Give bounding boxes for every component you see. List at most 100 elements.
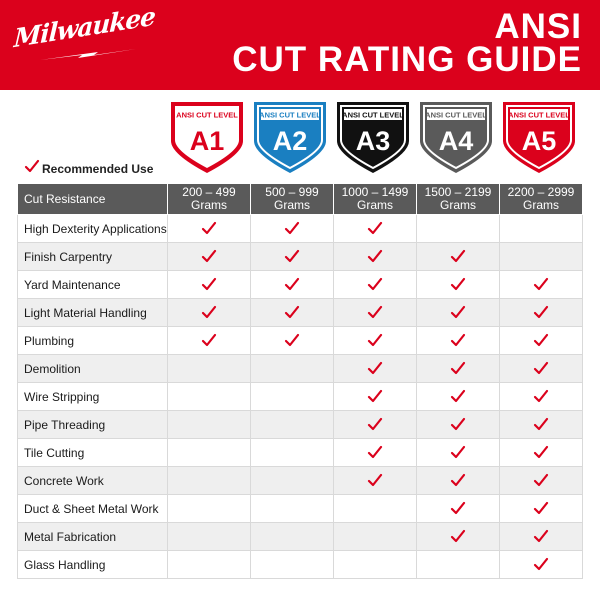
check-icon bbox=[533, 445, 549, 458]
mark-cell bbox=[333, 522, 417, 551]
shield-icon: ANSI CUT LEVEL A3 bbox=[337, 102, 409, 173]
check-icon bbox=[533, 501, 549, 514]
range-unit: Grams bbox=[523, 198, 559, 212]
check-icon bbox=[284, 333, 300, 346]
application-label: Finish Carpentry bbox=[17, 242, 168, 271]
mark-cell bbox=[333, 326, 417, 355]
lightning-bolt-icon bbox=[40, 49, 136, 60]
check-icon bbox=[367, 333, 383, 346]
check-icon bbox=[533, 305, 549, 318]
range-grams-value: 500 – 999 bbox=[265, 185, 319, 199]
header-cut-resistance: Cut Resistance bbox=[17, 183, 168, 215]
page-title-line1: ANSI bbox=[494, 7, 582, 46]
mark-cell bbox=[416, 438, 500, 467]
cut-level-badge-a2: ANSI CUT LEVEL A2 bbox=[251, 99, 329, 175]
mark-cell bbox=[250, 326, 334, 355]
table-row: Yard Maintenance bbox=[17, 270, 583, 299]
check-icon bbox=[450, 473, 466, 486]
mark-cell bbox=[250, 214, 334, 243]
badge-level-code: A5 bbox=[522, 126, 557, 156]
mark-cell bbox=[250, 494, 334, 523]
shield-icon: ANSI CUT LEVEL A1 bbox=[171, 102, 243, 173]
check-icon bbox=[24, 159, 40, 173]
mark-cell bbox=[167, 326, 251, 355]
range-unit: Grams bbox=[357, 198, 393, 212]
mark-cell bbox=[167, 466, 251, 495]
check-icon bbox=[450, 445, 466, 458]
badge-level-code: A3 bbox=[356, 126, 391, 156]
milwaukee-logo: Milwaukee bbox=[13, 1, 156, 70]
check-icon bbox=[284, 305, 300, 318]
badge-caption: ANSI CUT LEVEL bbox=[508, 111, 570, 120]
mark-cell bbox=[250, 354, 334, 383]
range-unit: Grams bbox=[274, 198, 310, 212]
mark-cell bbox=[499, 550, 583, 579]
badge-level-code: A4 bbox=[439, 126, 474, 156]
application-label: Tile Cutting bbox=[17, 438, 168, 467]
mark-cell bbox=[250, 410, 334, 439]
range-unit: Grams bbox=[440, 198, 476, 212]
mark-cell bbox=[499, 522, 583, 551]
header-banner: Milwaukee ANSI CUT RATING GUIDE bbox=[0, 0, 600, 90]
check-icon bbox=[533, 473, 549, 486]
check-icon bbox=[450, 305, 466, 318]
mark-cell bbox=[167, 410, 251, 439]
range-grams-value: 200 – 499 bbox=[182, 185, 236, 199]
header-range-1: 200 – 499 Grams bbox=[167, 183, 251, 215]
header-range-2: 500 – 999 Grams bbox=[250, 183, 334, 215]
badge-caption: ANSI CUT LEVEL bbox=[342, 111, 404, 120]
mark-cell bbox=[333, 466, 417, 495]
check-icon bbox=[367, 417, 383, 430]
mark-cell bbox=[416, 270, 500, 299]
check-icon bbox=[533, 333, 549, 346]
mark-cell bbox=[416, 550, 500, 579]
check-icon bbox=[533, 277, 549, 290]
mark-cell bbox=[250, 438, 334, 467]
mark-cell bbox=[167, 382, 251, 411]
cut-level-badge-a3: ANSI CUT LEVEL A3 bbox=[334, 99, 412, 175]
mark-cell bbox=[333, 494, 417, 523]
mark-cell bbox=[167, 214, 251, 243]
table-row: Wire Stripping bbox=[17, 382, 583, 411]
check-icon bbox=[533, 417, 549, 430]
mark-cell bbox=[250, 242, 334, 271]
check-icon bbox=[367, 445, 383, 458]
check-icon bbox=[450, 249, 466, 262]
application-label: Glass Handling bbox=[17, 550, 168, 579]
mark-cell bbox=[499, 354, 583, 383]
mark-cell bbox=[499, 494, 583, 523]
check-icon bbox=[533, 361, 549, 374]
check-icon bbox=[450, 501, 466, 514]
table-row: High Dexterity Applications bbox=[17, 214, 583, 243]
check-icon bbox=[450, 529, 466, 542]
application-label: Light Material Handling bbox=[17, 298, 168, 327]
cut-level-badge-a5: ANSI CUT LEVEL A5 bbox=[500, 99, 578, 175]
badge-caption: ANSI CUT LEVEL bbox=[425, 111, 487, 120]
table-row: Finish Carpentry bbox=[17, 242, 583, 271]
check-icon bbox=[367, 221, 383, 234]
table-row: Pipe Threading bbox=[17, 410, 583, 439]
badge-caption: ANSI CUT LEVEL bbox=[176, 111, 238, 120]
mark-cell bbox=[333, 242, 417, 271]
check-icon bbox=[284, 277, 300, 290]
mark-cell bbox=[250, 382, 334, 411]
check-icon bbox=[284, 221, 300, 234]
mark-cell bbox=[167, 270, 251, 299]
table-header-row: Cut Resistance 200 – 499 Grams 500 – 999 Gr… bbox=[17, 183, 583, 215]
header-range-5: 2200 – 2999 Grams bbox=[499, 183, 583, 215]
mark-cell bbox=[167, 522, 251, 551]
mark-cell bbox=[167, 354, 251, 383]
table-row: Plumbing bbox=[17, 326, 583, 355]
check-icon bbox=[450, 417, 466, 430]
table-row: Duct & Sheet Metal Work bbox=[17, 494, 583, 523]
header-range-4: 1500 – 2199 Grams bbox=[416, 183, 500, 215]
check-icon bbox=[367, 473, 383, 486]
application-label: Wire Stripping bbox=[17, 382, 168, 411]
application-label: Plumbing bbox=[17, 326, 168, 355]
mark-cell bbox=[250, 550, 334, 579]
mark-cell bbox=[499, 214, 583, 243]
application-label: Metal Fabrication bbox=[17, 522, 168, 551]
mark-cell bbox=[250, 522, 334, 551]
shield-icon: ANSI CUT LEVEL A5 bbox=[503, 102, 575, 173]
mark-cell bbox=[250, 298, 334, 327]
